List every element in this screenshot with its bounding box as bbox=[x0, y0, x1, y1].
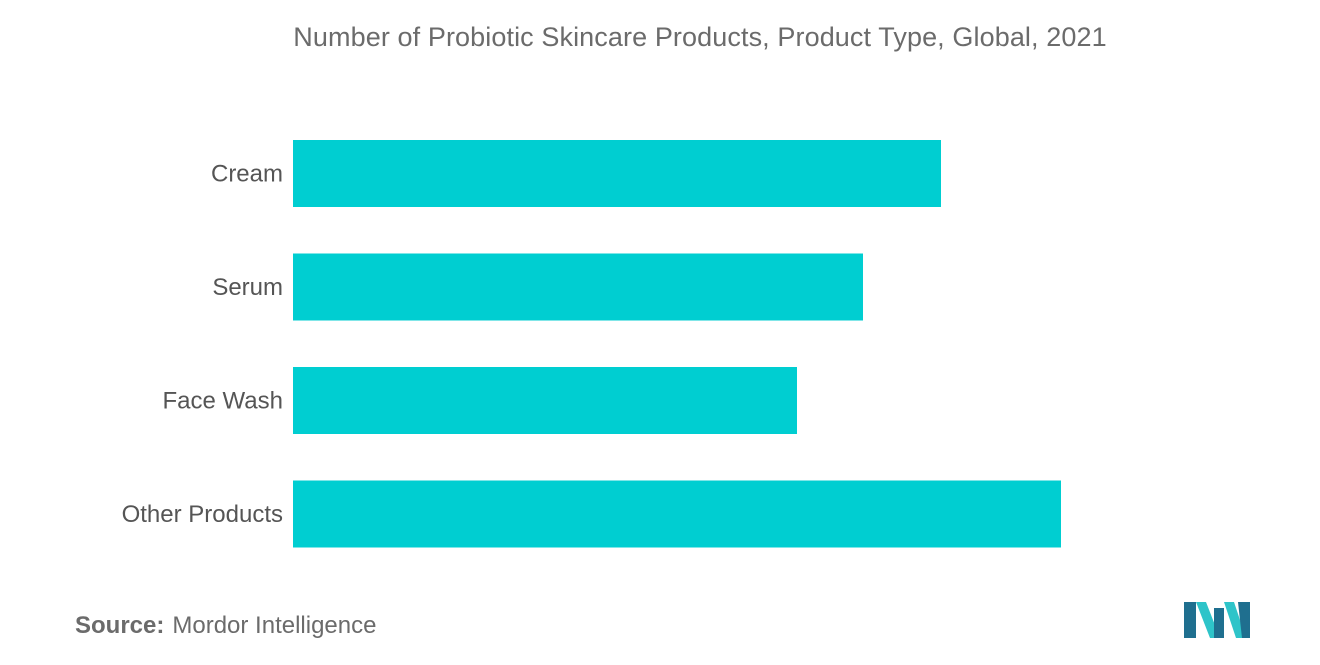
mordor-intelligence-logo-icon bbox=[1184, 602, 1250, 638]
logo-shape-right bbox=[1238, 602, 1250, 638]
source-label: Source: bbox=[75, 612, 165, 639]
bar-face-wash bbox=[293, 367, 797, 434]
category-labels: Cream Serum Face Wash Other Products bbox=[122, 161, 283, 529]
bar-other-products bbox=[293, 480, 1061, 548]
logo-shape-mid bbox=[1214, 608, 1224, 638]
category-label-serum: Serum bbox=[212, 274, 283, 301]
category-label-face-wash: Face Wash bbox=[163, 388, 283, 415]
bar-cream bbox=[293, 140, 941, 207]
chart-plot: Cream Serum Face Wash Other Products bbox=[122, 140, 1061, 548]
category-label-other-products: Other Products bbox=[122, 501, 283, 528]
logo-shape-left bbox=[1184, 602, 1196, 638]
bars-layer bbox=[293, 140, 1061, 548]
chart-title: Number of Probiotic Skincare Products, P… bbox=[293, 22, 1107, 52]
source-text: Mordor Intelligence bbox=[172, 612, 377, 639]
bar-serum bbox=[293, 253, 863, 321]
category-label-cream: Cream bbox=[211, 161, 283, 188]
source-note: Source: Mordor Intelligence bbox=[75, 612, 376, 640]
logo-shape-diag-2 bbox=[1224, 602, 1246, 638]
